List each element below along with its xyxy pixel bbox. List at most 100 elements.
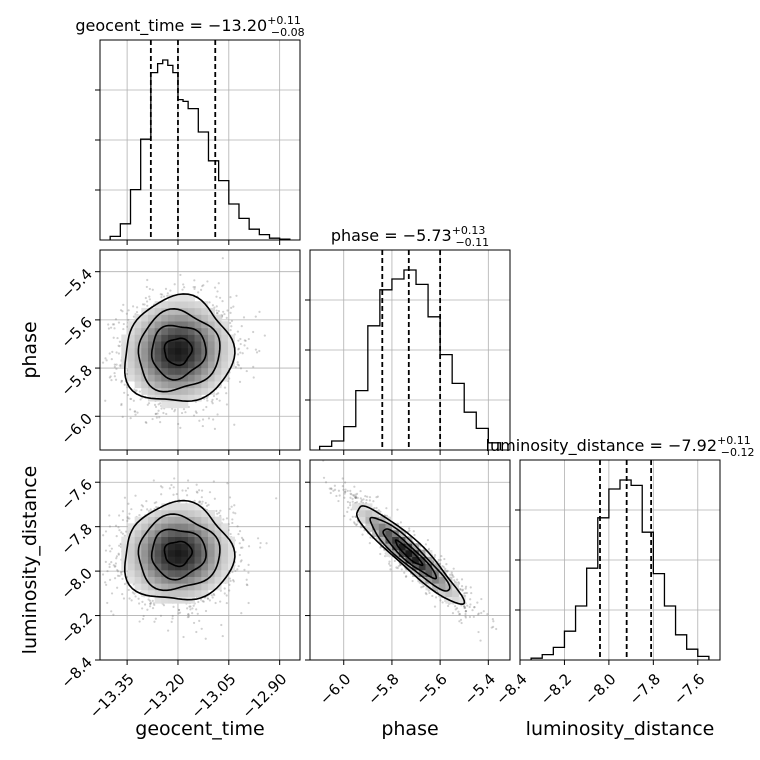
sample-point (171, 614, 174, 618)
sample-point (218, 399, 221, 402)
density-cell (154, 334, 162, 342)
sample-point (229, 329, 232, 332)
density-cell (121, 347, 129, 355)
sample-point (433, 555, 436, 559)
sample-point (259, 541, 262, 545)
sample-point (468, 615, 472, 619)
sample-point (208, 599, 211, 602)
sample-point (225, 392, 228, 395)
sample-point (117, 526, 120, 529)
sample-point (109, 375, 112, 378)
sample-point (108, 376, 111, 379)
sample-point (183, 286, 186, 289)
density-cell (161, 503, 169, 511)
sample-point (242, 539, 245, 542)
sample-point (144, 420, 147, 424)
sample-point (136, 411, 139, 414)
density-cell (167, 583, 175, 591)
density-cell (365, 523, 373, 531)
sample-point (214, 601, 217, 605)
sample-point (160, 493, 163, 496)
sample-point (396, 508, 399, 511)
sample-point (120, 379, 123, 382)
sample-point (106, 601, 109, 605)
density-cell (181, 550, 189, 557)
sample-point (213, 286, 217, 289)
sample-point (204, 501, 207, 505)
density-cell (187, 583, 195, 591)
density-cell (201, 523, 209, 531)
sample-point (211, 402, 214, 405)
sample-point (223, 587, 226, 590)
sample-point (440, 554, 443, 558)
density-cell (385, 543, 393, 551)
density-cell (134, 516, 142, 524)
density-cell (201, 530, 209, 537)
sample-point (246, 347, 249, 350)
sample-point (108, 565, 111, 569)
density-cell (181, 516, 189, 524)
y-tick-label: −6.0 (58, 410, 96, 448)
sample-point (355, 495, 358, 498)
sample-point (353, 495, 357, 498)
sample-point (347, 506, 350, 509)
density-cell (358, 510, 366, 517)
sample-point (349, 489, 352, 492)
density-cell (181, 301, 189, 309)
density-cell (127, 556, 135, 564)
density-cell (161, 401, 169, 409)
sample-point (212, 418, 215, 421)
sample-point (181, 489, 184, 492)
sample-point (153, 603, 156, 607)
density-cell (221, 556, 229, 564)
sample-point (141, 600, 144, 603)
density-cell (187, 590, 195, 597)
density-cell (154, 307, 162, 315)
density-cell (181, 327, 189, 335)
sample-point (434, 596, 438, 599)
sample-point (352, 494, 355, 497)
density-cell (352, 503, 360, 511)
sample-point (110, 592, 114, 595)
sample-point (231, 521, 234, 525)
sample-point (160, 293, 164, 296)
sample-point (354, 493, 357, 496)
sample-point (353, 522, 356, 525)
sample-point (170, 620, 173, 623)
density-cell (221, 550, 229, 557)
sample-point (379, 546, 382, 549)
sample-point (131, 305, 135, 308)
sample-point (108, 525, 112, 528)
sample-point (365, 498, 368, 502)
sample-point (119, 571, 122, 574)
density-cell (147, 570, 155, 577)
sample-point (136, 306, 139, 309)
density-cell (207, 381, 215, 389)
density-cell (161, 590, 169, 597)
density-cell (167, 374, 175, 382)
density-cell (194, 374, 202, 382)
density-cell (187, 301, 195, 309)
sample-point (162, 604, 166, 607)
sample-point (420, 586, 423, 589)
sample-point (431, 594, 434, 598)
density-cell (392, 523, 400, 531)
sample-point (127, 318, 130, 322)
sample-point (450, 573, 454, 576)
sample-point (230, 505, 233, 508)
density-cell (167, 596, 175, 604)
density-cell (147, 510, 155, 517)
panel-title-phase: phase = −5.73+0.13 −0.11 (331, 224, 489, 249)
sample-point (464, 609, 468, 613)
sample-point (133, 410, 136, 413)
sample-point (335, 494, 338, 498)
sample-point (122, 570, 125, 573)
density-cell (174, 530, 182, 537)
density-cell (167, 556, 175, 564)
y-tick-label: −8.2 (58, 609, 96, 647)
density-cell (121, 334, 129, 342)
sample-point (486, 613, 489, 616)
density-cell (194, 301, 202, 309)
sample-point (97, 403, 99, 405)
sample-point (239, 351, 242, 354)
